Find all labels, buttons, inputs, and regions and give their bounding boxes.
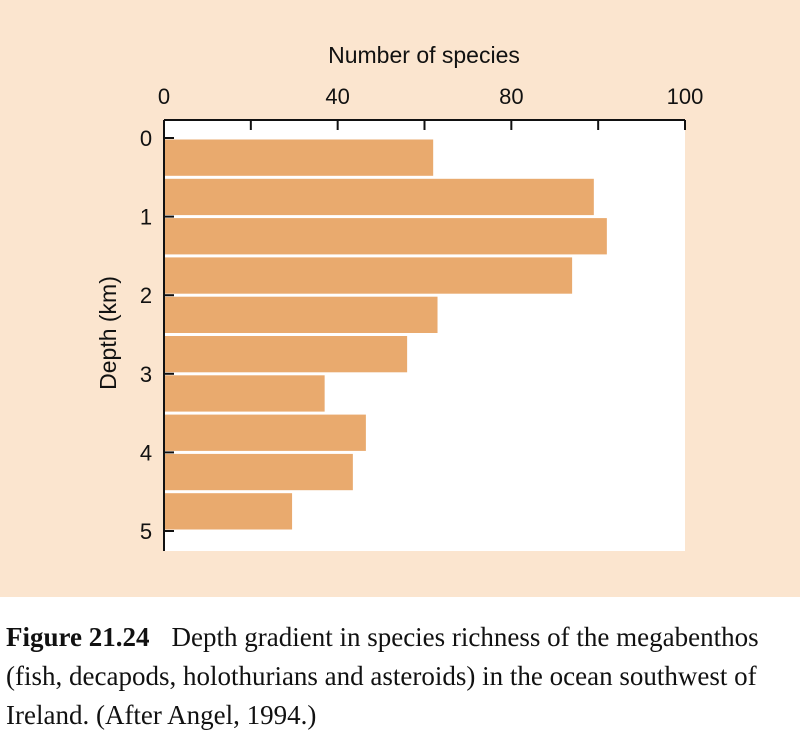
y-tick-label: 0 — [140, 126, 152, 151]
y-tick-label: 4 — [140, 440, 152, 465]
y-tick-label: 3 — [140, 362, 152, 387]
x-axis-title: Number of species — [328, 42, 520, 68]
y-tick-label: 2 — [140, 283, 152, 308]
bar-2-2.5km — [164, 296, 438, 333]
bar-4-4.5km — [164, 453, 353, 491]
y-axis-title: Depth (km) — [95, 276, 121, 390]
bar-1.5-2km — [164, 257, 573, 294]
bar-0.5-1km — [164, 178, 594, 216]
y-tick-label: 5 — [140, 519, 152, 544]
bar-0-0.5km — [164, 139, 434, 176]
x-tick-label: 40 — [325, 84, 349, 109]
figure-caption: Figure 21.24 Depth gradient in species ri… — [6, 618, 796, 735]
bar-2.5-3km — [164, 336, 408, 373]
depth-species-bar-chart: 0 40 80 100 0 1 2 3 4 5 Number of species Depth (… — [95, 42, 704, 551]
bar-4.5-5km — [164, 493, 293, 530]
figure-panel: 0 40 80 100 0 1 2 3 4 5 Number of species Depth (… — [0, 0, 800, 597]
y-tick-label: 1 — [140, 205, 152, 230]
caption-text: Depth gradient in species richness of th… — [6, 622, 759, 730]
bar-1-1.5km — [164, 218, 607, 255]
bar-3-3.5km — [164, 375, 325, 412]
x-tick-label: 0 — [158, 84, 170, 109]
bar-3.5-4km — [164, 414, 366, 451]
x-tick-label: 100 — [667, 84, 704, 109]
figure-label: Figure 21.24 — [6, 622, 150, 652]
x-tick-label: 80 — [499, 84, 523, 109]
